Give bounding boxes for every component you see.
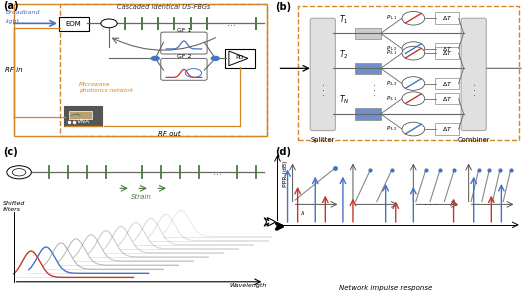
Text: (b): (b)	[275, 1, 291, 11]
Text: RF out: RF out	[158, 131, 180, 138]
Circle shape	[402, 42, 424, 55]
Circle shape	[211, 56, 220, 61]
Text: (d): (d)	[275, 147, 291, 157]
FancyBboxPatch shape	[355, 108, 381, 120]
FancyBboxPatch shape	[435, 78, 460, 89]
Text: $P_{1,2}$: $P_{1,2}$	[386, 44, 397, 53]
Text: $P_{2,2}$: $P_{2,2}$	[386, 79, 397, 88]
Text: Microwave
photonics network: Microwave photonics network	[79, 82, 133, 93]
Text: $P_{3,1}$: $P_{3,1}$	[386, 95, 397, 103]
Text: . . .: . . .	[318, 83, 328, 96]
Text: GF 1: GF 1	[177, 28, 191, 33]
Text: $\Delta T$: $\Delta T$	[442, 79, 453, 88]
FancyBboxPatch shape	[435, 123, 460, 135]
Text: Broadband: Broadband	[5, 10, 40, 15]
Text: $\Delta T$: $\Delta T$	[442, 14, 453, 22]
FancyBboxPatch shape	[435, 47, 460, 59]
Circle shape	[402, 46, 424, 60]
Text: $\Delta T$: $\Delta T$	[442, 49, 453, 57]
Text: $T_2$: $T_2$	[339, 48, 348, 61]
FancyBboxPatch shape	[161, 32, 207, 54]
Text: Cascaded identical US-FBGs: Cascaded identical US-FBGs	[117, 4, 210, 11]
FancyBboxPatch shape	[310, 18, 335, 131]
Circle shape	[7, 166, 31, 179]
Text: Network impulse response: Network impulse response	[339, 284, 432, 291]
Text: Splitter: Splitter	[311, 137, 335, 143]
Text: PPR (dB): PPR (dB)	[282, 161, 288, 187]
Circle shape	[151, 56, 159, 61]
Text: VNA: VNA	[77, 119, 90, 124]
Text: GF 2: GF 2	[177, 54, 191, 59]
FancyBboxPatch shape	[64, 106, 102, 126]
Text: $P_{3,2}$: $P_{3,2}$	[386, 125, 397, 133]
Circle shape	[101, 19, 117, 28]
Text: $T_N$: $T_N$	[339, 94, 350, 106]
FancyBboxPatch shape	[69, 111, 92, 119]
FancyBboxPatch shape	[161, 58, 207, 80]
Circle shape	[402, 122, 424, 136]
Text: $\lambda$: $\lambda$	[300, 209, 305, 217]
FancyBboxPatch shape	[435, 13, 460, 24]
Text: PD: PD	[235, 55, 244, 60]
Text: $P_{1,1}$: $P_{1,1}$	[386, 14, 397, 22]
Text: . . .: . . .	[424, 199, 438, 207]
Text: $\Delta T$: $\Delta T$	[442, 125, 453, 133]
Text: Combiner: Combiner	[457, 137, 490, 143]
FancyBboxPatch shape	[225, 49, 255, 68]
FancyBboxPatch shape	[59, 17, 89, 32]
FancyBboxPatch shape	[355, 28, 381, 39]
Text: RF in: RF in	[5, 67, 23, 73]
Text: Wavelength: Wavelength	[230, 283, 267, 288]
Circle shape	[402, 77, 424, 90]
Circle shape	[12, 169, 26, 176]
Text: $\Delta T$: $\Delta T$	[442, 45, 453, 53]
FancyBboxPatch shape	[355, 62, 381, 74]
Text: (c): (c)	[3, 147, 17, 157]
Text: (a): (a)	[3, 1, 18, 11]
Text: Strain: Strain	[131, 194, 152, 200]
Text: $P_{2,1}$: $P_{2,1}$	[386, 49, 397, 57]
Text: Shifted
filters: Shifted filters	[3, 201, 25, 212]
Text: . . .: . . .	[368, 83, 378, 96]
Text: . . .: . . .	[469, 83, 478, 96]
FancyBboxPatch shape	[461, 18, 486, 131]
Text: light: light	[5, 19, 19, 24]
FancyBboxPatch shape	[435, 43, 460, 54]
Text: $T_1$: $T_1$	[339, 13, 348, 26]
Circle shape	[402, 11, 424, 25]
Text: ...: ...	[227, 18, 236, 28]
Text: EOM: EOM	[66, 21, 81, 27]
Text: ...: ...	[213, 167, 223, 177]
Circle shape	[402, 92, 424, 105]
FancyBboxPatch shape	[435, 93, 460, 105]
Text: $\Delta T$: $\Delta T$	[442, 95, 453, 103]
